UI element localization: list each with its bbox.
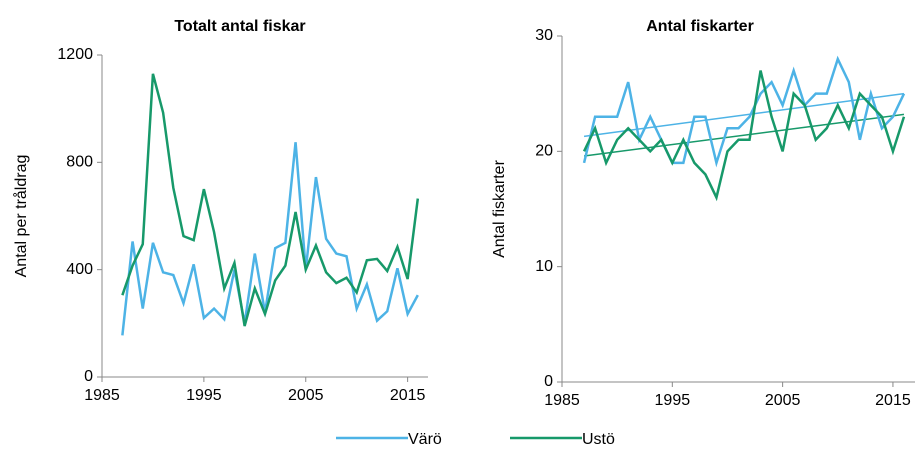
legend-label: Ustö bbox=[582, 431, 615, 448]
chart-title: Totalt antal fiskar bbox=[174, 18, 305, 35]
y-tick-label: 1200 bbox=[57, 46, 93, 63]
series-line bbox=[582, 70, 906, 202]
y-tick-label: 0 bbox=[84, 368, 93, 385]
x-tick-label: 2005 bbox=[765, 392, 801, 409]
series-line bbox=[582, 55, 906, 168]
y-axis-label: Antal fiskarter bbox=[491, 159, 508, 257]
y-axis-label: Antal per tråldrag bbox=[12, 155, 30, 278]
y-tick-label: 0 bbox=[544, 373, 553, 390]
chart-title: Antal fiskarter bbox=[646, 18, 754, 35]
y-tick-label: 30 bbox=[535, 27, 553, 44]
x-tick-label: 1995 bbox=[655, 392, 691, 409]
x-tick-label: 2015 bbox=[875, 392, 911, 409]
series-line bbox=[121, 142, 419, 336]
x-tick-label: 2005 bbox=[288, 387, 324, 404]
x-tick-label: 1985 bbox=[544, 392, 580, 409]
y-tick-label: 400 bbox=[66, 261, 93, 278]
x-tick-label: 1995 bbox=[186, 387, 222, 404]
x-tick-label: 1985 bbox=[84, 387, 120, 404]
y-tick-label: 800 bbox=[66, 154, 93, 171]
series-line bbox=[121, 73, 420, 327]
y-tick-label: 10 bbox=[535, 258, 553, 275]
x-tick-label: 2015 bbox=[390, 387, 426, 404]
y-tick-label: 20 bbox=[535, 143, 553, 160]
legend-label: Värö bbox=[408, 431, 442, 448]
